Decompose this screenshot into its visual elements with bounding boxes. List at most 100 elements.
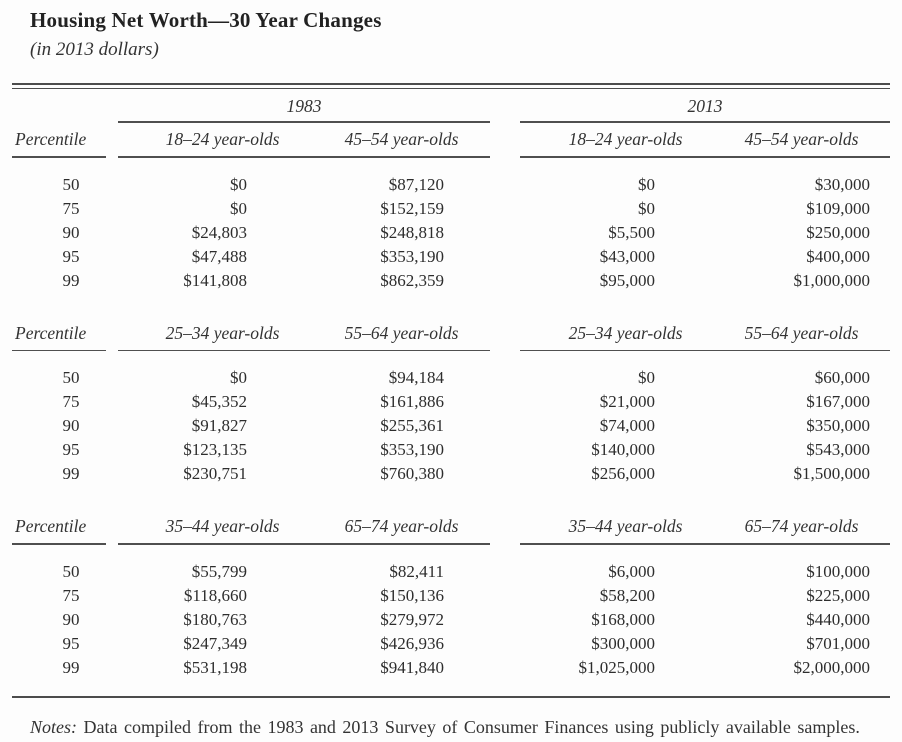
column-header: 45–54 year-olds <box>744 128 859 149</box>
net-worth-value: $941,840 <box>380 658 444 678</box>
table-row: 90 $180,763 $279,972 $168,000 $440,000 <box>12 608 890 632</box>
data-rows-block-2: 50 $0 $94,184 $0 $60,000 75 $45,352 $161,886 $21… <box>12 351 890 486</box>
net-worth-value: $60,000 <box>814 368 870 388</box>
net-worth-value: $248,818 <box>380 222 444 242</box>
column-header-row: Percentile 35–44 year-olds 65–74 year-ol… <box>12 512 890 540</box>
table-row: 75 $118,660 $150,136 $58,200 $225,000 <box>12 584 890 608</box>
table-row: 50 $55,799 $82,411 $6,000 $100,000 <box>12 560 890 584</box>
net-worth-value: $1,000,000 <box>793 270 871 290</box>
housing-net-worth-table: 1983 2013 Percentile 18–24 year-olds 45–… <box>12 83 890 699</box>
notes-text: Data compiled from the 1983 and 2013 Sur… <box>83 717 860 738</box>
table-row: 95 $247,349 $426,936 $300,000 $701,000 <box>12 632 890 656</box>
net-worth-value: $74,000 <box>599 416 655 436</box>
percentile-value: 99 <box>62 270 80 290</box>
percentile-value: 90 <box>62 222 80 242</box>
net-worth-value: $353,190 <box>380 246 444 266</box>
net-worth-value: $225,000 <box>806 586 870 606</box>
net-worth-value: $5,500 <box>608 222 655 242</box>
table-row: 50 $0 $87,120 $0 $30,000 <box>12 173 890 197</box>
percentile-value: 90 <box>62 416 80 436</box>
year-header-2013: 2013 <box>687 96 723 116</box>
column-header: 35–44 year-olds <box>568 516 683 537</box>
column-header: 18–24 year-olds <box>568 128 683 149</box>
percentile-column-label: Percentile <box>15 516 87 537</box>
net-worth-value: $100,000 <box>806 562 870 582</box>
year-underline-row <box>12 121 890 123</box>
table-row: 90 $24,803 $248,818 $5,500 $250,000 <box>12 221 890 245</box>
rule-2013-group <box>520 543 890 546</box>
net-worth-value: $350,000 <box>806 416 870 436</box>
column-header: 25–34 year-olds <box>165 322 280 343</box>
data-rows-block-3: 50 $55,799 $82,411 $6,000 $100,000 75 $118,660… <box>12 545 890 680</box>
net-worth-value: $152,159 <box>380 198 444 218</box>
net-worth-value: $58,200 <box>599 586 655 606</box>
net-worth-value: $230,751 <box>183 464 247 484</box>
net-worth-value: $6,000 <box>608 562 655 582</box>
percentile-value: 75 <box>62 586 80 606</box>
net-worth-value: $21,000 <box>599 392 655 412</box>
rule-2013-group <box>520 349 890 352</box>
rule-1983-group <box>118 349 490 352</box>
net-worth-value: $0 <box>230 198 247 218</box>
net-worth-value: $426,936 <box>380 634 444 654</box>
column-header: 18–24 year-olds <box>165 128 280 149</box>
column-header: 25–34 year-olds <box>568 322 683 343</box>
net-worth-value: $109,000 <box>806 198 870 218</box>
net-worth-value: $24,803 <box>191 222 247 242</box>
percentile-value: 95 <box>62 246 80 266</box>
net-worth-value: $531,198 <box>183 658 247 678</box>
net-worth-value: $279,972 <box>380 610 444 630</box>
net-worth-value: $760,380 <box>380 464 444 484</box>
rule-2013-group <box>520 155 890 158</box>
column-header-row: Percentile 25–34 year-olds 55–64 year-ol… <box>12 319 890 347</box>
net-worth-value: $47,488 <box>191 246 247 266</box>
percentile-column-label: Percentile <box>15 128 87 149</box>
net-worth-value: $150,136 <box>380 586 444 606</box>
net-worth-value: $141,808 <box>183 270 247 290</box>
net-worth-value: $0 <box>638 368 655 388</box>
net-worth-value: $1,025,000 <box>578 658 656 678</box>
percentile-value: 50 <box>62 562 80 582</box>
net-worth-value: $167,000 <box>806 392 870 412</box>
table-row: 99 $230,751 $760,380 $256,000 $1,500,000 <box>12 462 890 486</box>
table-row: 75 $45,352 $161,886 $21,000 $167,000 <box>12 390 890 414</box>
table-row: 95 $123,135 $353,190 $140,000 $543,000 <box>12 438 890 462</box>
net-worth-value: $82,411 <box>389 562 444 582</box>
column-header: 55–64 year-olds <box>744 322 859 343</box>
net-worth-value: $255,361 <box>380 416 444 436</box>
table-row: 50 $0 $94,184 $0 $60,000 <box>12 366 890 390</box>
net-worth-value: $0 <box>638 174 655 194</box>
net-worth-value: $94,184 <box>388 368 444 388</box>
net-worth-value: $118,660 <box>183 586 247 606</box>
net-worth-value: $256,000 <box>591 464 655 484</box>
table-row: 90 $91,827 $255,361 $74,000 $350,000 <box>12 414 890 438</box>
rule-percentile <box>12 155 106 158</box>
net-worth-value: $701,000 <box>806 634 870 654</box>
table-row: 99 $531,198 $941,840 $1,025,000 $2,000,000 <box>12 656 890 680</box>
percentile-value: 99 <box>62 464 80 484</box>
column-header: 65–74 year-olds <box>744 516 859 537</box>
rule-1983-group <box>118 121 490 123</box>
notes-label: Notes: <box>30 717 77 738</box>
net-worth-value: $0 <box>230 368 247 388</box>
net-worth-value: $168,000 <box>591 610 655 630</box>
header-underline-row <box>12 155 890 158</box>
net-worth-value: $543,000 <box>806 440 870 460</box>
column-header: 35–44 year-olds <box>165 516 280 537</box>
net-worth-value: $1,500,000 <box>793 464 871 484</box>
net-worth-value: $45,352 <box>191 392 247 412</box>
percentile-value: 75 <box>62 198 80 218</box>
net-worth-value: $43,000 <box>599 246 655 266</box>
percentile-value: 99 <box>62 658 80 678</box>
column-header: 45–54 year-olds <box>344 128 459 149</box>
percentile-value: 95 <box>62 634 80 654</box>
rule-percentile <box>12 543 106 546</box>
net-worth-value: $91,827 <box>191 416 247 436</box>
net-worth-value: $87,120 <box>388 174 444 194</box>
column-header-row: Percentile 18–24 year-olds 45–54 year-ol… <box>12 125 890 153</box>
column-header: 55–64 year-olds <box>344 322 459 343</box>
net-worth-value: $140,000 <box>591 440 655 460</box>
percentile-value: 90 <box>62 610 80 630</box>
bottom-rule <box>12 696 890 699</box>
